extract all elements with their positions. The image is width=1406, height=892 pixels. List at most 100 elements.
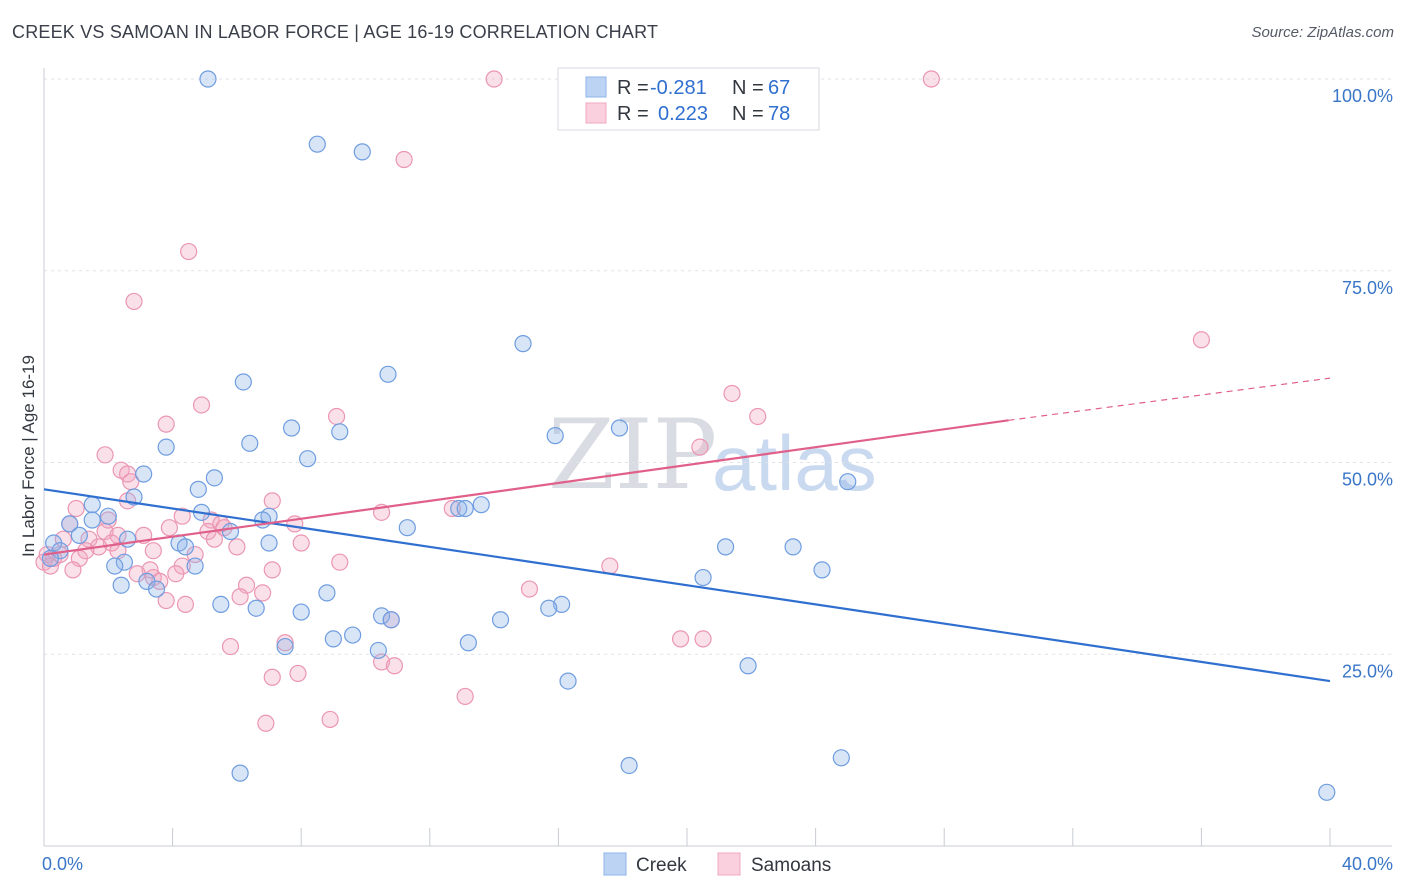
creek-point bbox=[234, 373, 252, 391]
creek-point bbox=[472, 496, 490, 514]
samoans-trend-extension bbox=[1008, 377, 1331, 421]
creek-point bbox=[450, 499, 468, 518]
creek-point bbox=[456, 499, 474, 518]
samoans-point bbox=[263, 561, 281, 579]
bottom-legend-creek-swatch bbox=[603, 852, 627, 876]
samoans-point bbox=[1192, 331, 1211, 349]
samoans-point bbox=[520, 580, 539, 598]
creek-point bbox=[839, 473, 857, 491]
legend-creek-r-label: R = bbox=[617, 77, 649, 99]
creek-point bbox=[372, 607, 391, 625]
samoans-point bbox=[456, 687, 474, 706]
samoans-point bbox=[231, 588, 249, 606]
samoans-point bbox=[321, 710, 339, 729]
creek-point bbox=[382, 611, 400, 629]
legend-samoans-n-value: 78 bbox=[768, 103, 790, 125]
legend-samoans-n-label: N = bbox=[732, 103, 764, 125]
samoans-point bbox=[276, 634, 294, 652]
y-tick-label: 50.0% bbox=[1342, 470, 1393, 490]
creek-point bbox=[716, 538, 735, 556]
samoans-point bbox=[173, 507, 191, 525]
creek-point bbox=[620, 756, 638, 775]
creek-point bbox=[491, 611, 510, 629]
samoans-point bbox=[254, 584, 272, 602]
creek-point bbox=[379, 365, 397, 383]
samoans-point bbox=[289, 664, 307, 683]
creek-point bbox=[276, 637, 294, 656]
creek-point bbox=[83, 496, 101, 514]
creek-point bbox=[176, 538, 195, 556]
creek-point bbox=[559, 672, 577, 690]
y-tick-label: 25.0% bbox=[1342, 661, 1393, 681]
creek-point bbox=[231, 764, 249, 782]
bottom-legend-creek-label: Creek bbox=[636, 855, 687, 876]
creek-point bbox=[147, 580, 166, 598]
samoans-point bbox=[723, 384, 741, 403]
samoans-point bbox=[157, 415, 175, 433]
creek-point bbox=[299, 450, 317, 468]
creek-point bbox=[832, 749, 850, 767]
creek-point bbox=[83, 511, 101, 529]
creek-point bbox=[221, 522, 240, 541]
creek-point bbox=[540, 599, 558, 617]
x-tick-label: 40.0% bbox=[1342, 854, 1393, 874]
samoans-point bbox=[160, 519, 178, 537]
samoans-point bbox=[327, 407, 346, 426]
source-label: Source: ZipAtlas.com bbox=[1251, 24, 1394, 41]
samoans-point bbox=[176, 595, 195, 613]
samoans-point bbox=[263, 492, 281, 510]
samoans-point bbox=[292, 534, 310, 552]
creek-point bbox=[739, 657, 757, 675]
creek-point bbox=[1318, 783, 1336, 801]
creek-point bbox=[344, 626, 362, 644]
creek-point bbox=[331, 423, 349, 441]
creek-point bbox=[398, 519, 416, 537]
creek-point bbox=[135, 465, 153, 483]
creek-point bbox=[247, 599, 265, 617]
creek-point bbox=[546, 427, 564, 445]
creek-point bbox=[369, 641, 387, 660]
creek-point bbox=[241, 434, 259, 452]
bottom-legend: Creek Samoans bbox=[603, 852, 831, 876]
creek-point bbox=[125, 488, 143, 506]
grid-lines bbox=[44, 78, 1392, 655]
watermark-zip: ZIP bbox=[548, 399, 717, 511]
creek-point bbox=[784, 538, 802, 556]
samoans-point bbox=[671, 630, 690, 648]
samoans-point bbox=[157, 591, 175, 610]
samoans-point bbox=[257, 714, 275, 732]
samoans-point bbox=[228, 538, 246, 556]
creek-point bbox=[99, 507, 117, 525]
creek-point bbox=[514, 335, 532, 353]
y-tick-label: 100.0% bbox=[1332, 86, 1393, 106]
creek-point bbox=[61, 515, 79, 533]
samoans-point bbox=[395, 150, 413, 169]
bottom-legend-samoans-label: Samoans bbox=[751, 855, 831, 876]
creek-point bbox=[610, 419, 629, 437]
samoans-point bbox=[67, 499, 85, 518]
legend-samoans-r-value: 0.223 bbox=[658, 103, 708, 125]
legend-creek-swatch bbox=[585, 76, 607, 98]
samoans-point bbox=[443, 499, 461, 518]
creek-point bbox=[199, 70, 217, 88]
chart-title: CREEK VS SAMOAN IN LABOR FORCE | AGE 16-… bbox=[12, 22, 659, 42]
samoans-point bbox=[125, 292, 143, 311]
samoans-point bbox=[180, 242, 198, 261]
legend-samoans-r-label: R = bbox=[617, 103, 649, 125]
legend-creek-n-label: N = bbox=[732, 77, 764, 99]
bottom-legend-samoans-swatch bbox=[717, 852, 741, 876]
samoans-point bbox=[601, 557, 619, 575]
creek-point bbox=[292, 603, 310, 621]
samoans-point bbox=[77, 542, 95, 560]
y-axis-label: In Labor Force | Age 16-19 bbox=[19, 355, 38, 557]
samoans-point bbox=[922, 70, 940, 88]
creek-point bbox=[459, 634, 477, 652]
creek-point bbox=[189, 480, 207, 498]
x-tick-label: 0.0% bbox=[42, 854, 83, 874]
creek-points bbox=[41, 70, 1336, 801]
y-tick-label: 75.0% bbox=[1342, 278, 1393, 298]
axes bbox=[43, 68, 1392, 847]
tick-labels: 25.0% 50.0% 75.0% 100.0% 0.0% 40.0% bbox=[42, 86, 1393, 874]
samoans-point bbox=[221, 637, 240, 656]
